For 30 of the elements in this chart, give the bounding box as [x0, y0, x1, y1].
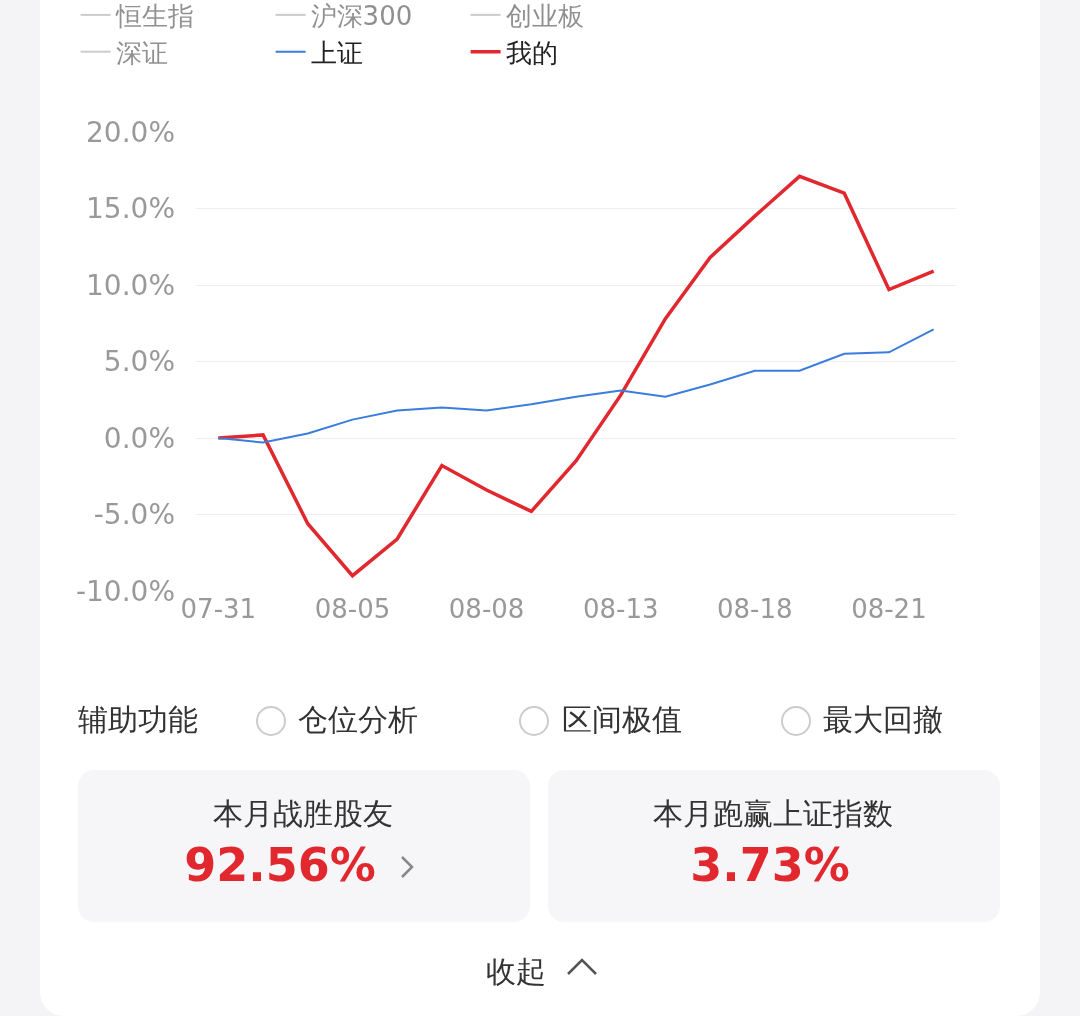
line-series: [216, 174, 936, 578]
text: 仓位分析: [298, 701, 418, 739]
text: 本月战胜股友: [213, 795, 393, 833]
x-tick-label: 08-08: [448, 594, 525, 624]
text: 92.56%: [184, 838, 376, 892]
x-tick-label: 08-13: [582, 594, 659, 624]
text: 3.73%: [690, 838, 850, 892]
text: 辅助功能: [78, 701, 198, 739]
y-tick-label: 20.0%: [86, 115, 175, 149]
x-tick-label: 08-21: [851, 594, 927, 624]
text: 收起: [486, 953, 546, 991]
legend-label: 恒生指: [114, 1, 194, 32]
line-series: [217, 328, 935, 444]
y-tick-label: 5.0%: [103, 345, 175, 379]
text: 区间极值: [562, 701, 682, 739]
y-tick-label: -10.0%: [75, 574, 175, 608]
legend-label: 深证: [115, 37, 168, 68]
y-tick-label: 10.0%: [86, 268, 175, 302]
legend-label: 上证: [310, 37, 363, 68]
y-tick-label: 0.0%: [103, 421, 175, 455]
y-tick-label: 15.0%: [86, 192, 175, 226]
legend-label: 我的: [505, 37, 558, 68]
x-tick-label: 08-05: [314, 594, 391, 624]
x-tick-label: 07-31: [180, 594, 257, 624]
text: 最大回撤: [823, 701, 943, 739]
text: 本月跑赢上证指数: [653, 795, 893, 833]
x-tick-label: 08-18: [717, 594, 793, 624]
legend-label: 创业板: [505, 1, 584, 32]
y-tick-label: -5.0%: [93, 498, 175, 532]
legend-label: 沪深300: [310, 1, 413, 32]
